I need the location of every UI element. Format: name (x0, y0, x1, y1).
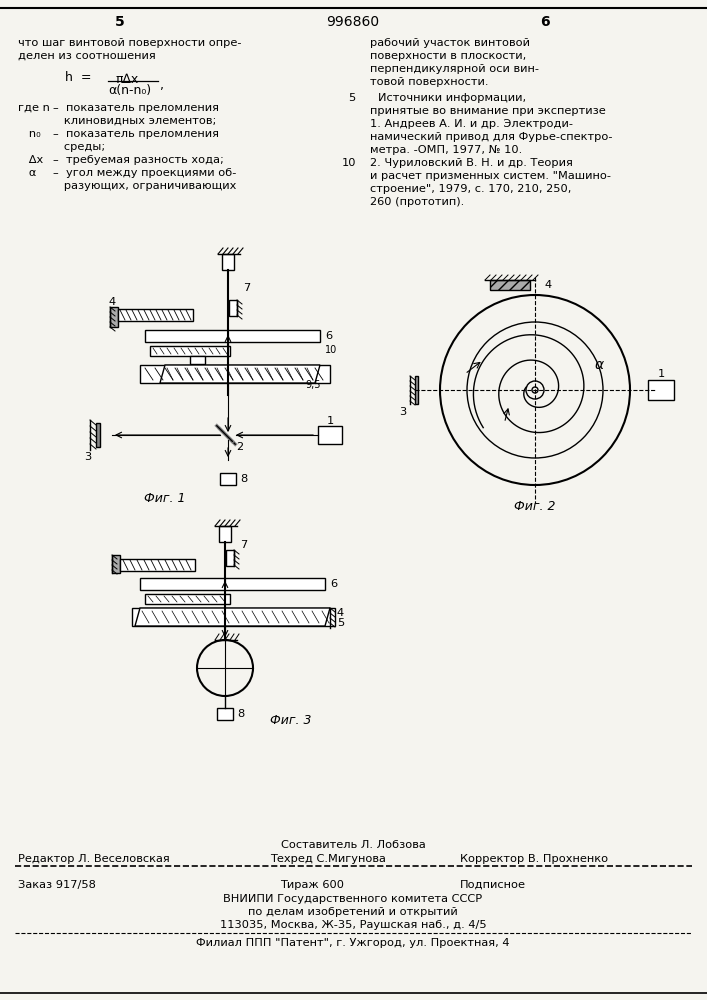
Bar (140, 578, 325, 590)
Text: Подписное: Подписное (460, 880, 526, 890)
Text: ВНИИПИ Государственного комитета СССР: ВНИИПИ Государственного комитета СССР (223, 894, 483, 904)
Text: Редактор Л. Веселовская: Редактор Л. Веселовская (18, 854, 170, 864)
Text: 113035, Москва, Ж-35, Раушская наб., д. 4/5: 113035, Москва, Ж-35, Раушская наб., д. … (220, 920, 486, 930)
Bar (648, 380, 674, 400)
Text: Фиг. 3: Фиг. 3 (270, 714, 312, 726)
Bar (150, 346, 230, 356)
Text: Фиг. 1: Фиг. 1 (144, 491, 186, 504)
Text: 3: 3 (399, 407, 407, 417)
Text: среды;: среды; (53, 142, 105, 152)
Text: 4: 4 (109, 297, 116, 307)
Bar (140, 365, 330, 383)
Text: 4: 4 (337, 608, 344, 618)
Bar (222, 254, 234, 270)
Text: клиновидных элементов;: клиновидных элементов; (53, 116, 216, 126)
Text: –  показатель преломления: – показатель преломления (53, 129, 219, 139)
Text: по делам изобретений и открытий: по делам изобретений и открытий (248, 907, 458, 917)
Text: 2: 2 (236, 442, 243, 452)
Text: h  =: h = (65, 71, 91, 84)
Polygon shape (135, 608, 330, 626)
Text: 8: 8 (237, 709, 244, 719)
Text: ,: , (160, 79, 164, 92)
Bar (220, 473, 236, 485)
Text: товой поверхности.: товой поверхности. (370, 77, 489, 87)
Text: 6: 6 (325, 331, 332, 341)
Text: 3: 3 (84, 452, 92, 462)
Text: поверхности в плоскости,: поверхности в плоскости, (370, 51, 526, 61)
Text: и расчет призменных систем. "Машино-: и расчет призменных систем. "Машино- (370, 171, 611, 181)
Text: Техред С.Мигунова: Техред С.Мигунова (270, 854, 386, 864)
Text: Источники информации,: Источники информации, (378, 93, 526, 103)
Text: Тираж 600: Тираж 600 (280, 880, 344, 890)
Bar (96, 423, 100, 447)
Text: где n: где n (18, 103, 50, 113)
Text: 260 (прототип).: 260 (прототип). (370, 197, 464, 207)
Polygon shape (160, 365, 320, 383)
Text: 6: 6 (330, 579, 337, 589)
Text: делен из соотношения: делен из соотношения (18, 51, 156, 61)
Bar (490, 280, 530, 290)
Text: Составитель Л. Лобзова: Составитель Л. Лобзова (281, 840, 426, 850)
Text: ∆x: ∆x (18, 155, 43, 165)
Bar (112, 555, 120, 573)
Text: перпендикулярной оси вин-: перпендикулярной оси вин- (370, 64, 539, 74)
Bar (145, 330, 320, 342)
Text: π∆x: π∆x (116, 73, 139, 86)
Polygon shape (120, 559, 195, 571)
Text: намический привод для Фурье-спектро-: намический привод для Фурье-спектро- (370, 132, 612, 142)
Text: 1: 1 (658, 369, 665, 379)
Text: Заказ 917/58: Заказ 917/58 (18, 880, 96, 890)
Text: n₀: n₀ (18, 129, 41, 139)
Bar (217, 708, 233, 720)
Bar (318, 426, 342, 444)
Text: –  угол между проекциями об-: – угол между проекциями об- (53, 168, 236, 178)
Bar (226, 550, 234, 566)
Text: 2. Чуриловский В. Н. и др. Теория: 2. Чуриловский В. Н. и др. Теория (370, 158, 573, 168)
Text: рабочий участок винтовой: рабочий участок винтовой (370, 38, 530, 48)
Text: 1. Андреев А. И. и др. Электроди-: 1. Андреев А. И. и др. Электроди- (370, 119, 573, 129)
Text: Корректор В. Прохненко: Корректор В. Прохненко (460, 854, 608, 864)
Polygon shape (118, 309, 193, 321)
Text: 1: 1 (327, 416, 334, 426)
Text: 7: 7 (243, 283, 250, 293)
Text: принятые во внимание при экспертизе: принятые во внимание при экспертизе (370, 106, 606, 116)
Text: 6: 6 (540, 15, 550, 29)
Text: 10: 10 (325, 345, 337, 355)
Text: –  показатель преломления: – показатель преломления (53, 103, 219, 113)
Bar (229, 300, 237, 316)
Text: строение", 1979, с. 170, 210, 250,: строение", 1979, с. 170, 210, 250, (370, 184, 571, 194)
Text: что шаг винтовой поверхности опре-: что шаг винтовой поверхности опре- (18, 38, 242, 48)
Text: Филиал ППП "Патент", г. Ужгород, ул. Проектная, 4: Филиал ППП "Патент", г. Ужгород, ул. Про… (197, 938, 510, 948)
Text: α: α (595, 358, 604, 372)
Text: 5: 5 (337, 618, 344, 628)
Text: метра. -ОМП, 1977, № 10.: метра. -ОМП, 1977, № 10. (370, 145, 522, 155)
Text: α(n-n₀): α(n-n₀) (108, 84, 151, 97)
Text: 5: 5 (115, 15, 125, 29)
Bar (132, 608, 335, 626)
Text: –  требуемая разность хода;: – требуемая разность хода; (53, 155, 224, 165)
Bar (415, 376, 418, 404)
Text: разующих, ограничивающих: разующих, ограничивающих (53, 181, 236, 191)
Bar (110, 307, 118, 327)
Bar (190, 356, 205, 364)
Text: 9,5: 9,5 (305, 380, 320, 390)
Text: 7: 7 (240, 540, 247, 550)
Text: 8: 8 (240, 474, 247, 484)
Text: 10: 10 (342, 158, 356, 168)
Text: 4: 4 (545, 280, 552, 290)
Text: Фиг. 2: Фиг. 2 (514, 500, 556, 514)
Bar (219, 526, 231, 542)
Text: 996860: 996860 (327, 15, 380, 29)
Text: 5: 5 (348, 93, 355, 103)
Text: α: α (18, 168, 36, 178)
Bar (145, 594, 230, 604)
